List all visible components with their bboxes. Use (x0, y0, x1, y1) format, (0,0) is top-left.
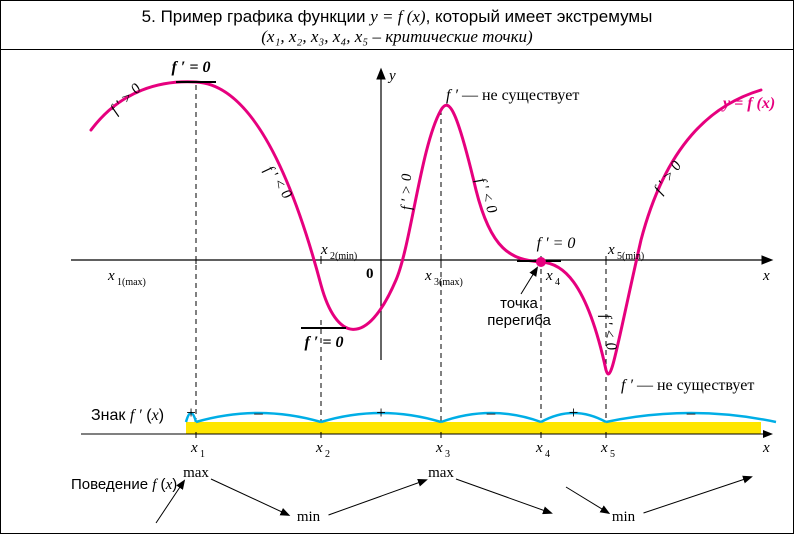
svg-text:x: x (435, 440, 443, 456)
svg-text:f ′ > 0: f ′ > 0 (399, 173, 415, 210)
svg-text:+: + (186, 403, 196, 422)
svg-text:x: x (545, 268, 553, 284)
svg-text:max: max (183, 465, 209, 481)
title-function: y = f (x) (370, 7, 425, 26)
svg-text:x: x (762, 268, 770, 284)
svg-text:x: x (424, 268, 432, 284)
svg-text:min: min (297, 509, 321, 525)
svg-text:x: x (190, 440, 198, 456)
title-prefix: 5. Пример графика функции (142, 7, 371, 26)
svg-text:+: + (376, 403, 386, 422)
svg-text:y = f (x): y = f (x) (721, 95, 775, 112)
svg-text:x: x (600, 440, 608, 456)
svg-text:1(max): 1(max) (117, 277, 146, 288)
svg-text:2(min): 2(min) (330, 251, 357, 262)
svg-text:min: min (612, 509, 636, 525)
svg-text:5: 5 (610, 449, 615, 460)
figure-title: 5. Пример графика функции y = f (x), кот… (1, 1, 793, 49)
svg-text:f ′ = 0: f ′ = 0 (537, 235, 576, 252)
svg-text:x: x (762, 440, 770, 456)
svg-text:3(max): 3(max) (434, 277, 463, 288)
svg-text:f ′ — не существует: f ′ — не существует (621, 377, 754, 394)
svg-text:f ′ > 0: f ′ > 0 (651, 158, 685, 197)
svg-text:–: – (686, 403, 696, 422)
svg-text:–: – (253, 403, 263, 422)
title-suffix: , который имеет экстремумы (426, 7, 653, 26)
svg-text:max: max (428, 465, 454, 481)
svg-text:4: 4 (545, 449, 550, 460)
svg-text:y: y (387, 68, 396, 84)
svg-text:1: 1 (200, 449, 205, 460)
svg-text:f ′ > 0: f ′ > 0 (108, 80, 145, 117)
svg-text:Знак f ′ (x): Знак f ′ (x) (91, 407, 164, 424)
svg-text:x: x (320, 242, 328, 258)
svg-text:2: 2 (325, 449, 330, 460)
svg-text:f ′ < 0: f ′ < 0 (261, 163, 295, 202)
svg-text:f ′ — не существует: f ′ — не существует (446, 87, 579, 104)
svg-text:f ′ = 0: f ′ = 0 (305, 334, 344, 351)
svg-text:x: x (315, 440, 323, 456)
diagram-svg: y x 0 f ′ = 0 f ′ = 0 f ′ = 0 f ′ > 0 f ′ < 0 f … (1, 50, 795, 528)
svg-text:5(min): 5(min) (617, 251, 644, 262)
svg-text:x: x (607, 242, 615, 258)
svg-text:Поведение f (x): Поведение f (x) (71, 476, 177, 493)
svg-text:x: x (535, 440, 543, 456)
svg-text:перегиба: перегиба (487, 312, 551, 329)
svg-text:точка: точка (500, 295, 538, 312)
svg-text:f ′ = 0: f ′ = 0 (172, 59, 211, 76)
figure-frame: 5. Пример графика функции y = f (x), кот… (0, 0, 794, 534)
svg-text:+: + (569, 403, 579, 422)
subtitle: (x₁, x₂, x₃, x₄, x₅ – критические точки) (261, 27, 532, 46)
svg-text:0: 0 (366, 266, 374, 282)
svg-text:–: – (486, 403, 496, 422)
svg-text:3: 3 (445, 449, 450, 460)
svg-text:4: 4 (555, 277, 560, 288)
svg-text:x: x (107, 268, 115, 284)
